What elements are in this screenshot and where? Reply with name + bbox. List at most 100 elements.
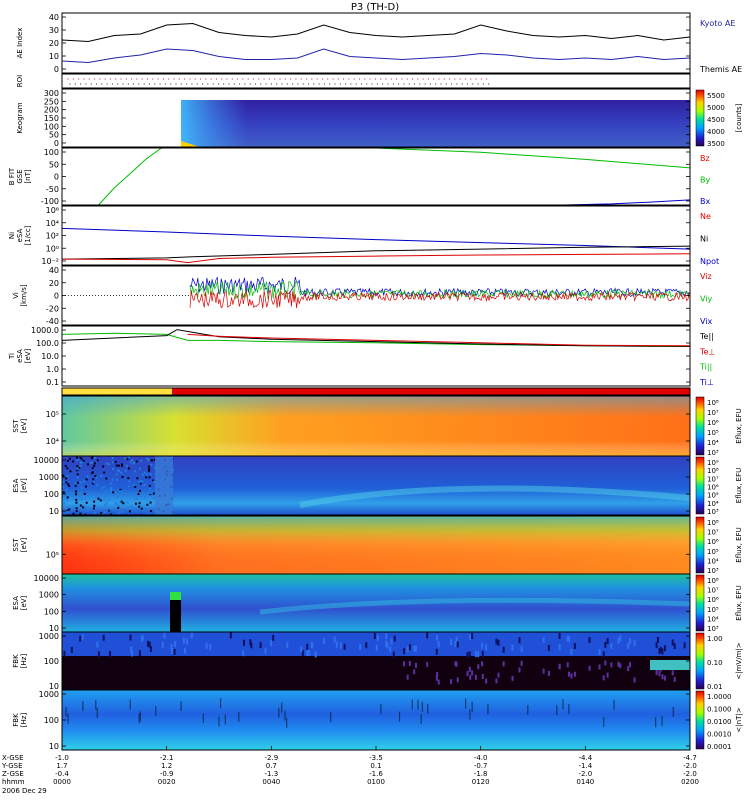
- esa-e-noise: [91, 456, 94, 459]
- esa-e-noise: [79, 491, 82, 494]
- fbk2-noise: [556, 705, 558, 716]
- xrow-value: 0120: [472, 778, 490, 786]
- roi-mark: [207, 83, 209, 85]
- esa-e-noise: [133, 470, 136, 473]
- fbk1-noise: [471, 670, 474, 676]
- ytick-label: -100: [41, 197, 59, 206]
- fbk1-noise: [558, 633, 561, 640]
- esa-e-noise: [117, 464, 120, 467]
- panel-roi: ROI: [16, 73, 691, 89]
- colorbar: [695, 89, 705, 147]
- esa-e-noise: [149, 509, 152, 512]
- fbk1-noise: [469, 674, 472, 680]
- colorbar-tick: 10⁸: [707, 399, 719, 407]
- xrow-value: -3.5: [369, 754, 383, 762]
- colorbar: [695, 632, 705, 690]
- fbk1-noise: [511, 675, 514, 681]
- fbk1-noise: [343, 643, 346, 650]
- esa-e-noise: [117, 492, 120, 495]
- esa-e-noise: [110, 486, 113, 489]
- ytick-label: 30: [49, 26, 59, 35]
- ylabel: [nT]: [24, 169, 32, 183]
- roi-mark: [486, 78, 488, 80]
- ytick-label: 40: [49, 13, 59, 22]
- xrow-value: 0100: [367, 778, 385, 786]
- roi-mark: [88, 78, 90, 80]
- roi-mark: [215, 78, 217, 80]
- esa-e-noise: [79, 461, 82, 464]
- esa-e-noise: [125, 464, 128, 467]
- fbk1-noise: [558, 644, 561, 651]
- fbk1-noise: [663, 675, 666, 681]
- roi-mark: [401, 78, 403, 80]
- roi-mark: [117, 83, 119, 85]
- roi-mark: [164, 83, 166, 85]
- esa-e-noise: [84, 485, 87, 488]
- esa-e-noise: [102, 465, 105, 468]
- roi-mark: [376, 83, 378, 85]
- fbk1-noise: [566, 635, 569, 642]
- panel-frame: [61, 325, 691, 387]
- roi-mark: [72, 78, 74, 80]
- fbk2-noise: [465, 698, 467, 709]
- fbk1-noise: [308, 649, 311, 656]
- roi-mark: [488, 83, 490, 85]
- fbk1-noise: [671, 670, 674, 676]
- fbk1-noise: [79, 635, 82, 642]
- fbk1-noise: [96, 641, 99, 648]
- roi-mark: [239, 83, 241, 85]
- roi-mark: [247, 78, 249, 80]
- esa-e-noise: [66, 509, 69, 512]
- esa-e-noise: [103, 486, 106, 489]
- esa-e-noise: [74, 482, 77, 485]
- esa-e-noise: [65, 476, 68, 479]
- ytick-label: -50: [46, 185, 59, 194]
- fbk1-noise: [109, 650, 112, 657]
- ytick-label: 200: [44, 106, 59, 115]
- xrow-value: 0200: [681, 778, 699, 786]
- esa-e-noise: [104, 511, 107, 514]
- fbk1-noise: [97, 651, 100, 658]
- series-by: [98, 147, 691, 206]
- xrow-value: -1.3: [264, 770, 278, 778]
- fbk2-noise: [527, 705, 529, 716]
- fbk1-noise: [81, 634, 84, 641]
- esa-e-noise: [92, 481, 95, 484]
- fbk1-noise: [140, 635, 143, 642]
- roi-mark: [466, 83, 469, 85]
- ytick-label: 1000: [39, 591, 59, 600]
- esa-e-noise: [121, 475, 124, 478]
- ylabel: [Hz]: [20, 654, 28, 669]
- fbk2-noise: [220, 698, 222, 709]
- esa-e-noise: [74, 484, 77, 487]
- esa-e-noise: [134, 485, 137, 488]
- fbk1-noise: [414, 662, 417, 668]
- esa-e-noise: [83, 492, 86, 495]
- roi-mark: [252, 78, 255, 80]
- xrow-value: 0020: [158, 778, 176, 786]
- esa-e-noise: [71, 494, 74, 497]
- vi-trace: [189, 276, 690, 298]
- xrow-value: -4.7: [683, 754, 697, 762]
- fbk1-noise: [454, 641, 457, 648]
- fbk1-noise: [602, 675, 605, 681]
- fbk1-noise: [138, 650, 141, 657]
- esa-e-noise: [153, 466, 156, 469]
- colorbar-tick: 10⁴: [707, 557, 719, 565]
- roi-mark: [321, 78, 323, 80]
- esa-e-noise: [141, 473, 144, 476]
- ylabel: FBK: [12, 713, 20, 727]
- esa-e-noise: [79, 464, 82, 467]
- series-bx: [564, 199, 691, 206]
- roi-mark: [237, 78, 239, 80]
- fbk2-image: [62, 690, 690, 750]
- fbk1-noise: [373, 633, 376, 640]
- roi-mark: [67, 78, 69, 80]
- ytick-label: 1000: [39, 473, 59, 482]
- roi-mark: [323, 83, 325, 85]
- fbk1-noise: [406, 674, 409, 680]
- esa-e-noise: [146, 503, 149, 506]
- esa-e-noise: [102, 499, 105, 502]
- esa-e-noise: [119, 501, 122, 504]
